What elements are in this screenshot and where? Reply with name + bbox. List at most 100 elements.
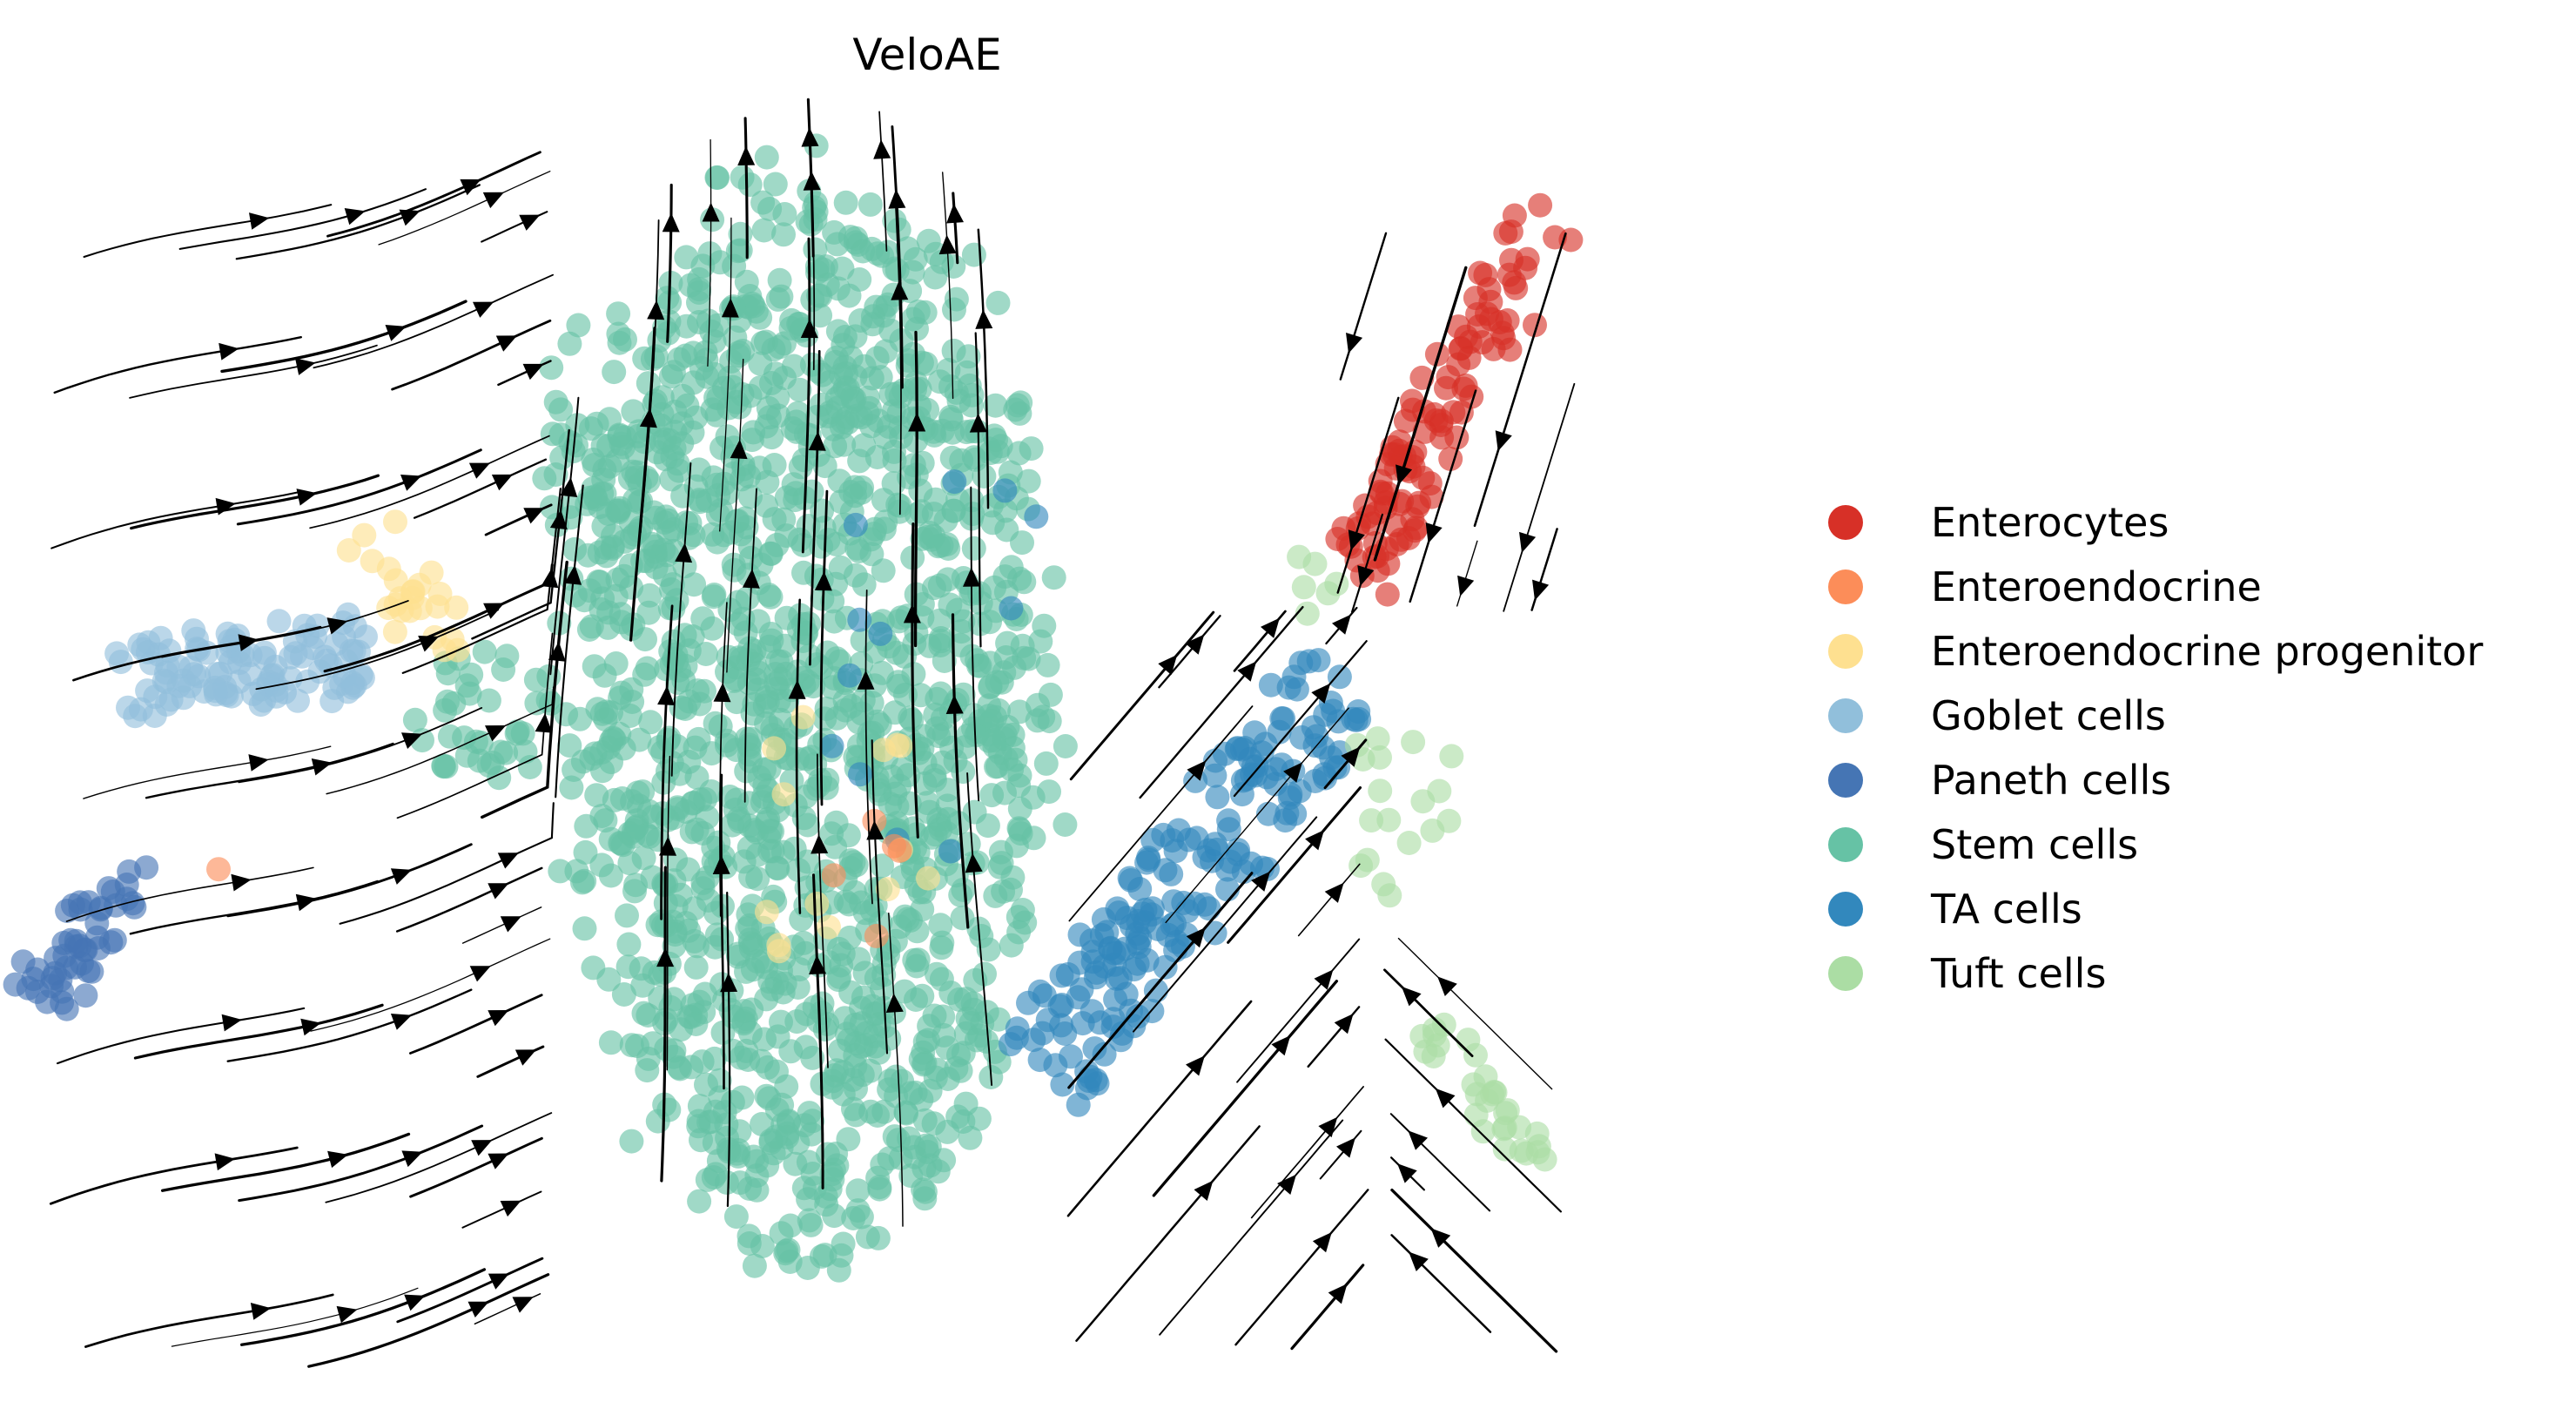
cell-point-stem-cells: [961, 536, 986, 561]
cell-point-stem-cells: [648, 413, 673, 438]
cell-point-tuft-cells: [1365, 726, 1390, 751]
legend-label-goblet-cells: Goblet cells: [1931, 692, 2166, 739]
legend: Enterocytes Enteroendocrine Enteroendocrin…: [1828, 499, 2483, 997]
velocity-streamline: [413, 458, 548, 519]
velocity-streamline: [50, 491, 299, 549]
cell-point-stem-cells: [472, 639, 497, 664]
cell-point-ta-cells: [1094, 920, 1120, 945]
velocity-streamline: [666, 755, 671, 1071]
cell-point-stem-cells: [491, 657, 516, 682]
velocity-arrowhead: [1457, 575, 1475, 596]
cell-point-stem-cells: [833, 190, 858, 215]
cell-point-stem-cells: [939, 445, 965, 470]
velocity-streamline: [391, 319, 552, 391]
cell-point-stem-cells: [824, 532, 849, 556]
velocity-arrowhead: [488, 1273, 509, 1290]
velocity-arrowhead: [1437, 976, 1457, 996]
cell-point-goblet-cells: [266, 609, 292, 634]
velocity-streamline: [1297, 863, 1361, 937]
cell-point-stem-cells: [687, 989, 712, 1014]
cell-point-stem-cells: [609, 610, 635, 635]
velocity-streamline: [1290, 1264, 1365, 1351]
cell-point-stem-cells: [752, 1027, 777, 1052]
velocity-streamline: [56, 1007, 306, 1065]
cell-point-ta-cells: [992, 478, 1018, 503]
cell-point-goblet-cells: [116, 695, 140, 720]
cell-point-tuft-cells: [1420, 818, 1445, 843]
cell-point-ta-cells: [1121, 1014, 1147, 1039]
cell-point-enterocytes: [1403, 516, 1429, 541]
cell-point-stem-cells: [772, 633, 797, 658]
cell-point-enterocytes: [1424, 341, 1449, 367]
cell-point-stem-cells: [831, 1231, 856, 1257]
cell-point-ta-cells: [1327, 664, 1352, 690]
cell-point-stem-cells: [800, 1109, 825, 1134]
velocity-arrowhead: [721, 298, 739, 318]
cell-point-ta-cells: [1050, 1072, 1075, 1097]
velocity-streamline: [670, 462, 692, 777]
velocity-arrowhead: [219, 342, 239, 361]
cell-point-stem-cells: [985, 1007, 1011, 1032]
cell-point-stem-cells: [717, 785, 743, 809]
cell-point-stem-cells: [864, 445, 890, 469]
velocity-arrowhead: [1251, 871, 1270, 892]
cell-point-enteroendocrine-progenitor: [382, 619, 407, 644]
scatter-points: [3, 133, 1584, 1283]
velocity-arrowhead: [1519, 531, 1537, 553]
velocity-streamline: [178, 188, 427, 250]
velocity-streamline: [1336, 396, 1400, 594]
cell-point-ta-cells: [848, 762, 872, 787]
velocity-streamline: [238, 1124, 484, 1203]
velocity-streamline: [1165, 707, 1349, 924]
cell-point-enterocytes: [1528, 192, 1553, 218]
cell-point-enteroendocrine-progenitor: [360, 549, 385, 574]
velocity-arrowhead: [401, 732, 423, 749]
velocity-arrowhead: [647, 300, 665, 320]
cell-point-enterocytes: [1438, 447, 1463, 471]
cell-point-stem-cells: [611, 982, 636, 1007]
cell-point-stem-cells: [632, 662, 657, 687]
cell-point-paneth-cells: [54, 955, 79, 981]
legend-label-tuft-cells: Tuft cells: [1930, 950, 2106, 997]
velocity-streamline: [1250, 1086, 1364, 1219]
cell-point-tuft-cells: [1491, 1116, 1517, 1142]
velocity-arrowhead: [399, 209, 420, 226]
cell-point-tuft-cells: [1470, 1119, 1496, 1144]
cell-point-stem-cells: [883, 781, 908, 806]
velocity-arrowhead: [946, 203, 964, 224]
cell-point-stem-cells: [912, 771, 938, 796]
cell-point-stem-cells: [754, 685, 779, 710]
cell-point-stem-cells: [927, 573, 952, 598]
velocity-arrowhead: [491, 474, 513, 491]
velocity-streamline: [129, 344, 378, 399]
velocity-streamline: [240, 1268, 487, 1346]
cell-point-stem-cells: [938, 981, 964, 1006]
cell-point-stem-cells: [656, 758, 680, 784]
velocity-streamline: [130, 474, 380, 530]
cell-point-ta-cells: [1176, 827, 1201, 853]
cell-point-enteroendocrine-progenitor: [817, 914, 841, 940]
velocity-arrowhead: [488, 883, 509, 900]
cell-point-stem-cells: [928, 913, 953, 938]
cell-point-ta-cells: [1203, 748, 1227, 773]
cell-point-stem-cells: [725, 239, 750, 264]
cell-point-ta-cells: [1196, 838, 1221, 863]
cell-point-stem-cells: [673, 653, 698, 678]
cell-point-ta-cells: [1125, 951, 1150, 976]
cell-point-stem-cells: [636, 1003, 661, 1028]
velocity-arrowhead: [327, 1150, 348, 1169]
cell-point-stem-cells: [723, 1204, 749, 1230]
cell-point-stem-cells: [703, 711, 728, 736]
cell-point-stem-cells: [898, 1163, 924, 1189]
velocity-arrowhead: [1334, 1014, 1354, 1034]
velocity-streamline: [966, 772, 993, 1087]
cell-point-stem-cells: [958, 1125, 983, 1150]
cell-point-stem-cells: [643, 555, 669, 580]
cell-point-enterocytes: [1493, 220, 1518, 246]
cell-point-stem-cells: [961, 242, 986, 267]
velocity-arrowhead: [400, 475, 422, 491]
velocity-arrowhead: [1277, 1174, 1296, 1195]
cell-point-stem-cells: [960, 991, 985, 1016]
cell-point-enterocytes: [1523, 313, 1547, 338]
cell-point-stem-cells: [543, 389, 568, 414]
